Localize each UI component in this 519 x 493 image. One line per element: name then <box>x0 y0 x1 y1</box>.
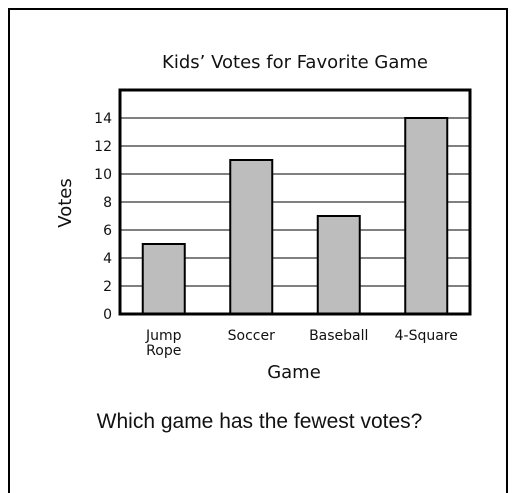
y-axis-label: Votes <box>55 178 76 227</box>
y-tick-label: 4 <box>103 251 112 267</box>
x-axis-label: Game <box>267 362 321 383</box>
bar <box>404 117 449 315</box>
y-tick-label: 8 <box>103 195 112 211</box>
bar <box>229 159 274 315</box>
bar <box>316 215 361 315</box>
bar-chart: Kids’ Votes for Favorite Game 0 2 4 6 8 10 12 1… <box>55 52 472 383</box>
x-tick-label: Soccer <box>228 328 275 344</box>
x-tick-label: Jump Rope <box>145 328 182 359</box>
question-card <box>8 8 508 493</box>
plot-area-border <box>118 88 472 316</box>
y-tick-label: 12 <box>94 139 112 155</box>
question-text: Which game has the fewest votes? <box>96 410 423 433</box>
bars <box>141 117 449 315</box>
x-tick-label: Baseball <box>309 328 368 344</box>
bar <box>141 243 186 315</box>
y-tick-label: 14 <box>94 111 112 127</box>
x-axis-ticks: Jump Rope Soccer Baseball 4-Square <box>145 328 458 359</box>
y-tick-label: 2 <box>103 279 112 295</box>
x-tick-label: 4-Square <box>395 328 458 344</box>
chart-title: Kids’ Votes for Favorite Game <box>162 52 428 73</box>
y-tick-label: 10 <box>94 167 112 183</box>
y-tick-label: 6 <box>103 223 112 239</box>
y-axis-ticks: 0 2 4 6 8 10 12 14 <box>94 111 112 323</box>
y-tick-label: 0 <box>103 307 112 323</box>
